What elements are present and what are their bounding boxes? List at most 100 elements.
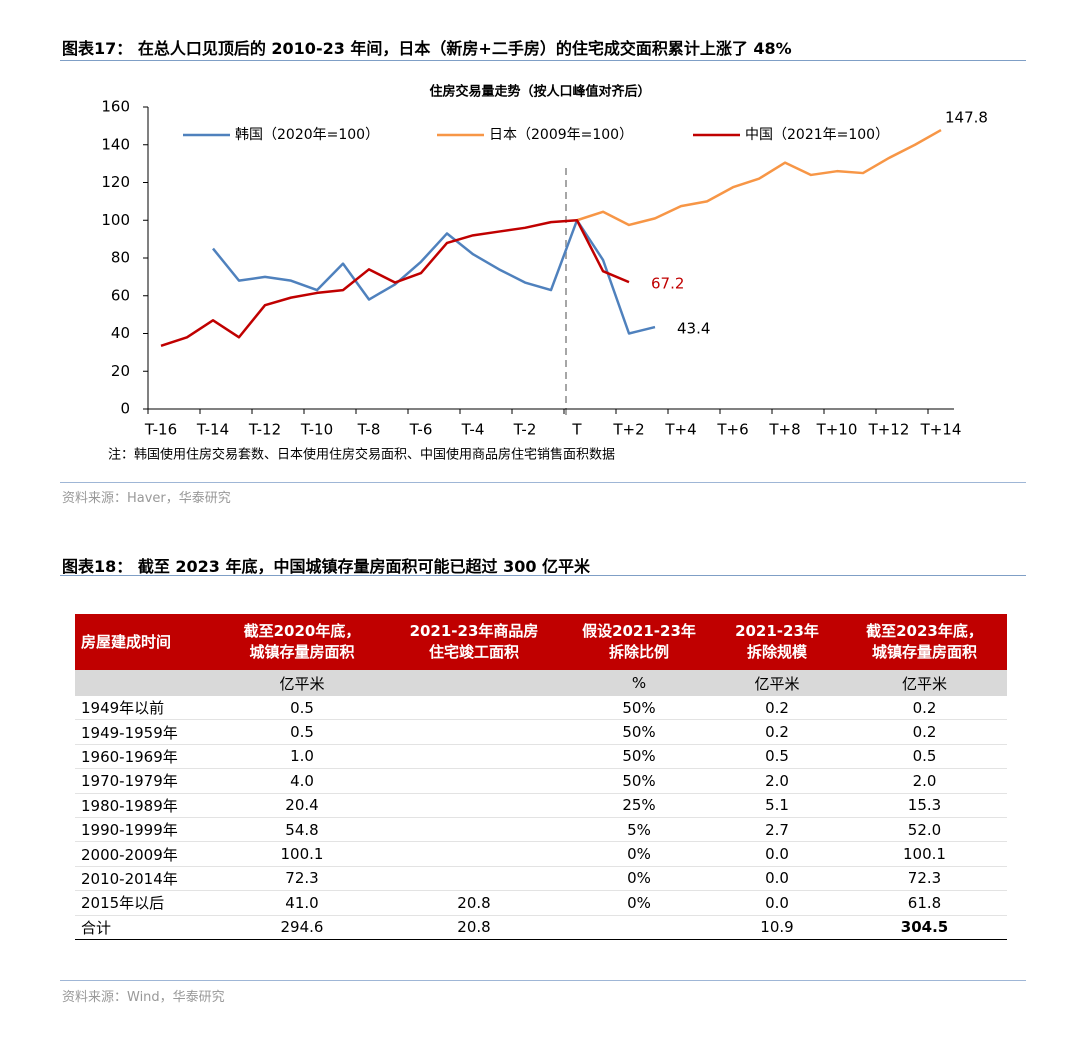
table-cell: 2.0 bbox=[842, 768, 1007, 794]
table-row: 2000-2009年 100.1 0% 0.0 100.1 bbox=[75, 841, 1007, 867]
header-text: 2021-23年商品房 bbox=[409, 622, 539, 640]
table-cell: 0.5 bbox=[712, 744, 842, 770]
series-line bbox=[212, 219, 656, 335]
table-row: 合计 294.6 20.8 10.9 304.5 bbox=[75, 915, 1007, 940]
unit-cell bbox=[75, 670, 222, 696]
table-cell: 1.0 bbox=[222, 744, 382, 770]
cell-text: 2000-2009年 bbox=[81, 845, 178, 864]
table-cell: 20.8 bbox=[382, 890, 566, 916]
table-cell: 0.2 bbox=[842, 696, 1007, 721]
table-row: 1949年以前 0.5 50% 0.2 0.2 bbox=[75, 696, 1007, 721]
table-cell: 0% bbox=[566, 866, 712, 892]
cell-text: 1949-1959年 bbox=[81, 723, 178, 742]
cell-text: 304.5 bbox=[900, 918, 949, 937]
cell-text: 100.1 bbox=[903, 845, 946, 864]
header-text: 城镇存量房面积 bbox=[871, 643, 977, 661]
table-cell: 0.2 bbox=[842, 719, 1007, 745]
legend-label: 韩国（2020年=100） bbox=[235, 127, 379, 143]
units-row: 亿平米% 亿平米 亿平米 bbox=[75, 670, 1007, 696]
cell-text: 0.2 bbox=[912, 723, 937, 742]
table-cell: 2010-2014年 bbox=[75, 866, 222, 892]
header-text: 截至2023年底， bbox=[866, 622, 983, 640]
table-cell: 25% bbox=[566, 793, 712, 818]
x-tick-label: T+4 bbox=[664, 421, 696, 439]
cell-text: 20.8 bbox=[457, 893, 491, 912]
cell-text: 1949年以前 bbox=[81, 699, 165, 718]
note: 注：韩国使用住房交易套数、日本使用住房交易面积、中国使用商品房住宅销售面积数据 bbox=[108, 447, 615, 463]
x-tick-label: T-14 bbox=[196, 421, 229, 439]
title-rule bbox=[60, 60, 1026, 61]
header-text: 截至2020年底， bbox=[243, 622, 361, 640]
table-cell: 2.7 bbox=[712, 817, 842, 843]
table-cell bbox=[382, 841, 566, 867]
legend-label: 日本（2009年=100） bbox=[489, 127, 633, 143]
y-tick-label: 20 bbox=[111, 362, 130, 380]
table-cell: 294.6 bbox=[222, 915, 382, 940]
cell-text: 50% bbox=[622, 723, 656, 742]
x-tick-label: T-8 bbox=[357, 421, 381, 439]
table-cell: 1949年以前 bbox=[75, 696, 222, 721]
table-cell: 0.2 bbox=[712, 719, 842, 745]
header-row: 房屋建成时间 截至2020年底， 城镇存量房面积 2021-23年商品房 住宅竣工面积假… bbox=[75, 614, 1007, 670]
table-cell: 0.0 bbox=[712, 866, 842, 892]
table-cell: 0.0 bbox=[712, 890, 842, 916]
unit-cell: % bbox=[566, 670, 712, 696]
unit-text: % bbox=[631, 674, 647, 692]
table-cell: 61.8 bbox=[842, 890, 1007, 916]
header-text: 房屋建成时间 bbox=[81, 632, 172, 651]
table-cell: 50% bbox=[566, 744, 712, 770]
table-cell bbox=[382, 866, 566, 892]
cell-text: 50% bbox=[622, 771, 656, 790]
cell-text: 1970-1979年 bbox=[81, 772, 178, 791]
y-tick-label: 120 bbox=[101, 173, 130, 191]
table-cell: 1960-1969年 bbox=[75, 744, 222, 770]
table-cell bbox=[566, 915, 712, 940]
cell-text: 0.5 bbox=[912, 747, 937, 766]
x-tick-label: T-12 bbox=[248, 421, 281, 439]
figure-title: 图表18： 截至 2023 年底，中国城镇存量房面积可能已超过 300 亿平米 bbox=[62, 557, 591, 576]
cell-text: 合计 bbox=[81, 918, 112, 937]
cell-text: 72.3 bbox=[285, 869, 319, 888]
header-cell: 截至2023年底， 城镇存量房面积 bbox=[842, 614, 1007, 670]
table-cell: 2015年以后 bbox=[75, 890, 222, 916]
cell-text: 2015年以后 bbox=[81, 894, 165, 913]
cell-text: 0% bbox=[627, 845, 651, 864]
cell-text: 0.2 bbox=[912, 698, 937, 717]
source: 资料来源：Haver，华泰研究 bbox=[62, 491, 231, 506]
x-tick-label: T-10 bbox=[300, 421, 333, 439]
table-row: 1980-1989年 20.4 25% 5.1 15.3 bbox=[75, 793, 1007, 818]
series-line bbox=[576, 128, 942, 227]
table-row: 2015年以后 41.0 20.8 0% 0.0 61.8 bbox=[75, 890, 1007, 916]
figure-title: 图表17： 在总人口见顶后的 2010-23 年间，日本（新房+二手房）的住宅成… bbox=[62, 39, 792, 58]
cell-text: 0.2 bbox=[765, 698, 789, 717]
source: 资料来源：Wind，华泰研究 bbox=[62, 990, 225, 1005]
cell-text: 2010-2014年 bbox=[81, 869, 178, 888]
cell-text: 100.1 bbox=[280, 845, 324, 864]
source-rule bbox=[60, 482, 1026, 483]
source-rule bbox=[60, 980, 1026, 981]
table-cell: 304.5 bbox=[842, 915, 1007, 940]
table-cell: 72.3 bbox=[222, 866, 382, 892]
x-tick-label: T+6 bbox=[716, 421, 748, 439]
header-text: 住宅竣工面积 bbox=[428, 643, 519, 661]
unit-cell: 亿平米 bbox=[222, 670, 382, 696]
cell-text: 50% bbox=[622, 747, 656, 766]
table-cell: 5.1 bbox=[712, 793, 842, 818]
legend-label: 中国（2021年=100） bbox=[745, 127, 889, 143]
table: 房屋建成时间 截至2020年底， 城镇存量房面积 2021-23年商品房 住宅竣工面积假… bbox=[75, 614, 1007, 940]
cell-text: 5.1 bbox=[765, 796, 789, 815]
cell-text: 2.0 bbox=[912, 771, 937, 790]
table-cell: 2000-2009年 bbox=[75, 841, 222, 867]
table-cell: 20.8 bbox=[382, 915, 566, 940]
table-cell: 4.0 bbox=[222, 768, 382, 794]
y-tick-label: 40 bbox=[111, 324, 130, 342]
unit-cell bbox=[382, 670, 566, 696]
table-cell: 100.1 bbox=[842, 841, 1007, 867]
table-cell: 100.1 bbox=[222, 841, 382, 867]
data-label: 147.8 bbox=[945, 109, 988, 127]
cell-text: 54.8 bbox=[285, 820, 319, 839]
table-cell: 0.0 bbox=[712, 841, 842, 867]
table-cell bbox=[382, 817, 566, 843]
table-cell: 0.2 bbox=[712, 696, 842, 721]
cell-text: 294.6 bbox=[280, 918, 324, 937]
